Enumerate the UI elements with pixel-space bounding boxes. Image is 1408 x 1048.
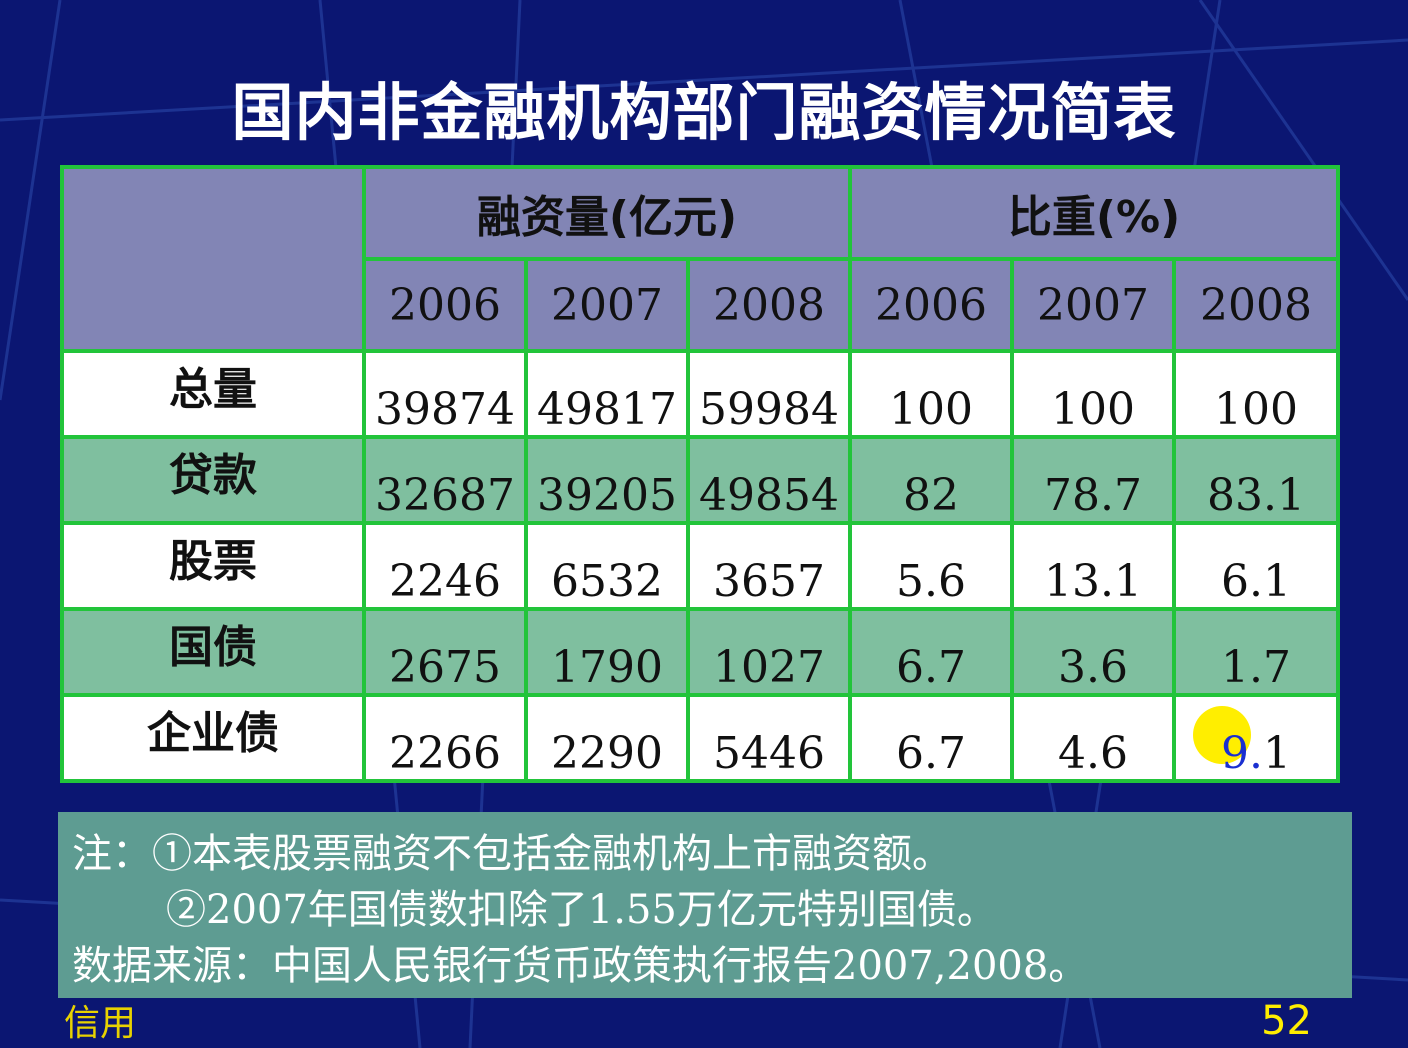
table-header-row-groups: 融资量(亿元) 比重(%) xyxy=(60,165,1341,353)
row-label: 企业债 xyxy=(60,693,366,783)
cursor-highlight: 9.1 xyxy=(1193,706,1292,779)
table-cell-highlighted: 9.1 xyxy=(1172,693,1341,783)
table-cell: 4.6 xyxy=(1010,693,1177,783)
table-cell: 49854 xyxy=(685,435,853,525)
table-cell: 3657 xyxy=(685,521,853,611)
header-proportion: 比重(%) xyxy=(848,165,1341,261)
header-financing-volume: 融资量(亿元) xyxy=(361,165,853,261)
table-cell: 39205 xyxy=(524,435,690,525)
header-year: 2008 xyxy=(685,257,853,353)
table-cell: 3.6 xyxy=(1010,607,1177,697)
row-label: 总量 xyxy=(60,349,366,439)
table-cell: 2675 xyxy=(362,607,528,697)
table-cell: 100 xyxy=(1172,349,1341,439)
highlighted-digits-tail: 1 xyxy=(1263,728,1292,779)
table-cell: 1.7 xyxy=(1172,607,1341,697)
table-row-loans: 贷款 32687 39205 49854 82 78.7 83.1 xyxy=(60,435,1341,525)
pointer-highlight-dot xyxy=(1193,706,1252,764)
table-cell: 2290 xyxy=(524,693,690,783)
table-row-corporate-bonds: 企业债 2266 2290 5446 6.7 4.6 9.1 xyxy=(60,693,1341,783)
table-cell: 5.6 xyxy=(848,521,1015,611)
header-corner-cell xyxy=(60,165,366,353)
table-cell: 78.7 xyxy=(1010,435,1177,525)
header-year: 2006 xyxy=(848,257,1015,353)
footnote-line-1: 注：①本表股票融资不包括金融机构上市融资额。 xyxy=(72,831,952,877)
table-cell: 32687 xyxy=(362,435,528,525)
header-year: 2006 xyxy=(362,257,528,353)
table-cell: 59984 xyxy=(685,349,853,439)
table-cell: 6.7 xyxy=(848,693,1015,783)
table-cell: 83.1 xyxy=(1172,435,1341,525)
table-cell: 2246 xyxy=(362,521,528,611)
header-year: 2007 xyxy=(524,257,690,353)
table-cell: 49817 xyxy=(524,349,690,439)
table-cell: 2266 xyxy=(362,693,528,783)
footnote-line-2: ②2007年国债数扣除了1.55万亿元特别国债。 xyxy=(166,887,997,933)
table-cell: 1790 xyxy=(524,607,690,697)
table-cell: 82 xyxy=(848,435,1015,525)
table-cell: 100 xyxy=(1010,349,1177,439)
financing-table: 融资量(亿元) 比重(%) 2006 2007 2008 2006 2007 2… xyxy=(60,165,1341,783)
row-label: 股票 xyxy=(60,521,366,611)
table-cell: 1027 xyxy=(685,607,853,697)
section-label: 信用 xyxy=(64,1003,137,1044)
row-label: 贷款 xyxy=(60,435,366,525)
table-row-stocks: 股票 2246 6532 3657 5.6 13.1 6.1 xyxy=(60,521,1341,611)
page-title: 国内非金融机构部门融资情况简表 xyxy=(231,76,1177,149)
table-cell: 100 xyxy=(848,349,1015,439)
table-cell: 13.1 xyxy=(1010,521,1177,611)
table-cell: 6.7 xyxy=(848,607,1015,697)
row-label: 国债 xyxy=(60,607,366,697)
table-row-treasury-bonds: 国债 2675 1790 1027 6.7 3.6 1.7 xyxy=(60,607,1341,697)
table-cell: 5446 xyxy=(685,693,853,783)
highlighted-digits: 9. xyxy=(1221,728,1264,779)
header-year: 2007 xyxy=(1010,257,1177,353)
table-cell: 6.1 xyxy=(1172,521,1341,611)
page-number: 52 xyxy=(1261,998,1312,1044)
table-cell: 39874 xyxy=(362,349,528,439)
header-year: 2008 xyxy=(1172,257,1341,353)
footnote-box: 注：①本表股票融资不包括金融机构上市融资额。 ②2007年国债数扣除了1.55万… xyxy=(58,812,1352,998)
table-cell: 6532 xyxy=(524,521,690,611)
table-row-total: 总量 39874 49817 59984 100 100 100 xyxy=(60,349,1341,439)
table-header-row-years: 2006 2007 2008 2006 2007 2008 xyxy=(62,257,1341,353)
footnote-source: 数据来源：中国人民银行货币政策执行报告2007,2008。 xyxy=(72,943,1089,989)
